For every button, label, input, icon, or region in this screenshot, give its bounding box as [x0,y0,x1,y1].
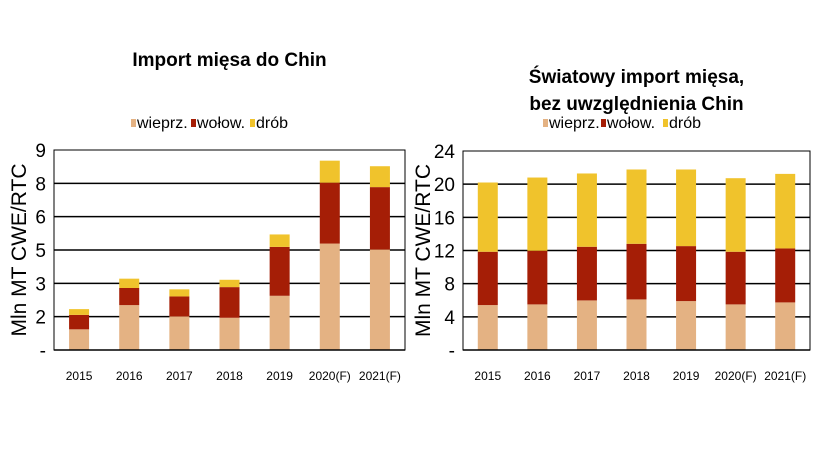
x-tick-label: 2020(F) [309,369,351,383]
x-tick-label: 2015 [474,369,501,383]
bar-woow-2018 [219,287,240,318]
bar-woow-2016 [527,250,548,305]
bar-drb-2016 [527,177,548,251]
bar-woow-2017 [576,246,597,301]
bar-drb-2017 [169,289,190,297]
bar-wieprz-2017 [169,316,190,350]
bar-drb-2019 [269,234,290,247]
x-tick-label: 2020(F) [715,369,757,383]
bar-drb-2020(F) [725,178,746,252]
bar-drb-2015 [477,182,498,252]
legend-swatch [191,119,196,127]
y-tick-label: 4 [444,308,455,329]
bar-woow-2019 [269,246,290,296]
bar-wieprz-2020(F) [319,243,340,350]
bar-woow-2021(F) [369,187,390,250]
y-axis-label: Mln MT CWE/RTC [8,163,31,336]
y-tick-label: 8 [444,275,455,296]
x-tick-label: 2021(F) [359,369,401,383]
bar-drb-2017 [576,173,597,247]
bar-wieprz-2017 [576,300,597,350]
y-tick-label: 20 [434,175,455,196]
bar-wieprz-2016 [527,304,548,350]
bar-wieprz-2019 [269,295,290,350]
legend-swatch [543,119,548,127]
chart-1: Import mięsa do Chin wieprz. wołow. drób - 2 3… [8,50,406,383]
bar-woow-2015 [69,314,90,330]
y-tick-label: 24 [434,142,456,163]
legend-swatch [663,119,668,127]
bar-wieprz-2018 [219,317,240,350]
chart-title: Światowy import mięsa, [529,66,744,88]
x-tick-label: 2016 [524,369,551,383]
bar-woow-2019 [676,246,697,302]
x-tick-label: 2016 [116,369,143,383]
bar-woow-2017 [169,296,190,317]
legend-label: wołow. [196,115,245,132]
bar-wieprz-2021(F) [369,249,390,350]
bar-drb-2018 [626,169,647,244]
bar-drb-2020(F) [319,160,340,183]
bar-wieprz-2019 [676,301,697,350]
chart-title: Import mięsa do Chin [132,50,326,71]
x-tick-label: 2018 [216,369,243,383]
x-tick-label: 2017 [166,369,193,383]
legend-label: wołow. [606,115,655,132]
legend-label: drób [669,115,701,132]
bar-woow-2016 [119,288,140,306]
bar-woow-2018 [626,243,647,300]
y-tick-label: 16 [434,208,455,229]
chart-title: bez uwzględnienia Chin [529,94,743,115]
x-tick-label: 2019 [266,369,293,383]
bar-drb-2021(F) [369,166,390,188]
legend-swatch [601,119,606,127]
y-tick-label: 6 [35,208,46,229]
y-tick-label: 5 [35,241,46,262]
y-tick-label: 9 [35,141,46,162]
y-tick-label: 12 [434,242,455,263]
bar-woow-2015 [477,251,498,306]
bar-wieprz-2015 [69,329,90,350]
bar-woow-2021(F) [775,248,796,303]
bar-woow-2020(F) [319,182,340,244]
y-tick-label: - [40,341,46,362]
bar-wieprz-2016 [119,305,140,350]
y-axis-label: Mln MT CWE/RTC [412,164,435,337]
x-tick-label: 2017 [574,369,601,383]
bar-drb-2018 [219,279,240,288]
y-tick-label: 8 [35,174,46,195]
y-tick-label: 2 [35,308,46,329]
legend-label: wieprz. [136,115,188,132]
x-tick-label: 2019 [673,369,700,383]
legend-swatch [250,119,255,127]
bar-wieprz-2020(F) [725,304,746,350]
bar-drb-2021(F) [775,173,796,249]
y-tick-label: - [449,341,455,362]
legend-label: drób [256,115,288,132]
legend-swatch [131,119,136,127]
bar-drb-2015 [69,309,90,315]
legend-label: wieprz. [548,115,600,132]
x-tick-label: 2021(F) [764,369,806,383]
bar-wieprz-2015 [477,305,498,350]
bar-wieprz-2018 [626,299,647,350]
bar-drb-2016 [119,278,140,288]
x-tick-label: 2018 [623,369,650,383]
bar-woow-2020(F) [725,251,746,305]
chart-2: Światowy import mięsa, bez uwzględnienia … [412,66,811,383]
bar-wieprz-2021(F) [775,302,796,350]
y-tick-label: 3 [35,274,46,295]
bar-drb-2019 [676,169,697,247]
x-tick-label: 2015 [66,369,93,383]
